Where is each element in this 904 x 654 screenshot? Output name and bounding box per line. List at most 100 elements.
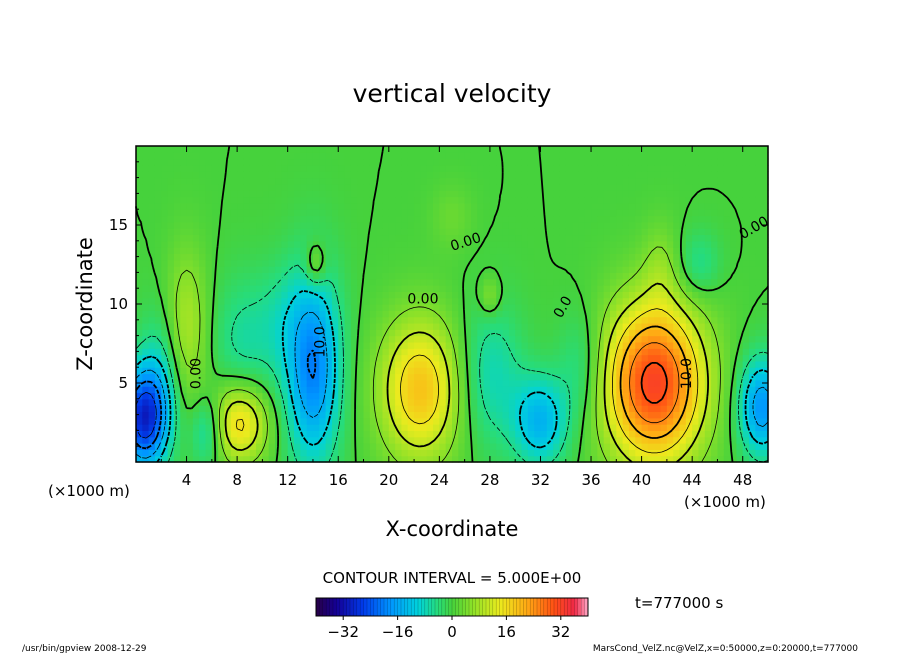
heat-cell <box>635 455 643 463</box>
heat-cell <box>331 259 339 267</box>
heat-cell <box>660 348 668 356</box>
heat-cell <box>452 316 459 324</box>
heat-cell <box>452 310 459 318</box>
heat-cell <box>414 430 421 438</box>
heat-cell <box>211 171 219 179</box>
heat-cell <box>654 348 662 356</box>
heat-cell <box>704 341 712 349</box>
heat-cell <box>205 259 213 267</box>
heat-cell <box>192 304 200 311</box>
heat-cell <box>591 411 598 419</box>
heat-cell <box>603 360 611 368</box>
heat-cell <box>755 297 763 305</box>
heat-cell <box>464 405 472 413</box>
heat-cell <box>426 405 434 413</box>
heat-cell <box>591 417 598 425</box>
heat-cell <box>294 373 301 381</box>
heat-cell <box>312 202 320 210</box>
heat-cell <box>483 405 491 413</box>
heat-cell <box>338 272 346 280</box>
heat-cell <box>192 183 200 191</box>
heat-cell <box>597 259 605 267</box>
heat-cell <box>603 455 611 463</box>
heat-cell <box>148 430 156 438</box>
heat-cell <box>483 329 491 337</box>
heat-cell <box>698 158 706 166</box>
heat-cell <box>761 278 769 286</box>
heat-cell <box>489 209 497 217</box>
heat-cell <box>685 322 693 330</box>
heat-cell <box>395 285 403 292</box>
heat-cell <box>685 196 693 204</box>
heat-cell <box>546 411 554 419</box>
heat-cell <box>433 221 440 229</box>
heat-cell <box>572 152 579 160</box>
heat-cell <box>407 455 415 463</box>
heat-cell <box>382 278 390 286</box>
heat-cell <box>616 449 624 457</box>
heat-cell <box>635 424 643 431</box>
heat-cell <box>698 177 706 185</box>
heat-cell <box>281 190 289 198</box>
heat-cell <box>426 335 434 343</box>
heat-cell <box>331 164 339 172</box>
heat-cell <box>470 386 478 394</box>
heat-cell <box>477 455 485 463</box>
heat-cell <box>578 228 586 236</box>
heat-cell <box>262 424 270 431</box>
heat-cell <box>591 272 598 280</box>
heat-cell <box>230 158 238 166</box>
heat-cell <box>723 228 731 236</box>
heat-cell <box>660 228 668 236</box>
heat-cell <box>205 443 213 450</box>
heat-cell <box>673 266 681 273</box>
heat-cell <box>325 196 333 204</box>
heat-cell <box>660 152 668 160</box>
heat-cell <box>660 436 668 444</box>
heat-cell <box>262 335 270 343</box>
heat-cell <box>692 240 700 248</box>
heat-cell <box>426 164 434 172</box>
heat-cell <box>173 291 181 299</box>
heat-cell <box>730 360 737 368</box>
heat-cell <box>338 386 346 394</box>
heat-cell <box>161 183 169 191</box>
heat-cell <box>154 196 162 204</box>
heat-cell <box>730 278 737 286</box>
heat-cell <box>256 202 263 210</box>
heat-cell <box>470 424 478 431</box>
heat-cell <box>268 316 276 324</box>
heat-cell <box>452 146 459 153</box>
heat-cell <box>654 373 662 381</box>
heat-cell <box>660 322 668 330</box>
heat-cell <box>660 379 668 387</box>
heat-cell <box>635 183 643 191</box>
heat-cell <box>458 266 466 273</box>
heat-cell <box>559 215 567 223</box>
heat-cell <box>300 272 308 280</box>
heat-cell <box>357 240 365 248</box>
heat-cell <box>483 202 491 210</box>
heat-cell <box>616 228 624 236</box>
heat-cell <box>433 348 440 356</box>
heat-cell <box>167 322 175 330</box>
heat-cell <box>698 386 706 394</box>
heat-cell <box>749 341 756 349</box>
heat-cell <box>553 430 561 438</box>
heat-cell <box>224 164 232 172</box>
heat-cell <box>357 322 365 330</box>
heat-cell <box>508 443 516 450</box>
heat-cell <box>268 424 276 431</box>
heat-cell <box>357 190 365 198</box>
heat-cell <box>136 171 143 179</box>
heat-cell <box>628 221 636 229</box>
heat-cell <box>717 392 725 400</box>
heat-cell <box>275 310 282 318</box>
heat-cell <box>407 196 415 204</box>
heat-cell <box>142 285 150 292</box>
heat-cell <box>192 379 200 387</box>
heat-cell <box>755 215 763 223</box>
heat-cell <box>755 436 763 444</box>
heat-cell <box>692 158 700 166</box>
heat-cell <box>243 322 251 330</box>
